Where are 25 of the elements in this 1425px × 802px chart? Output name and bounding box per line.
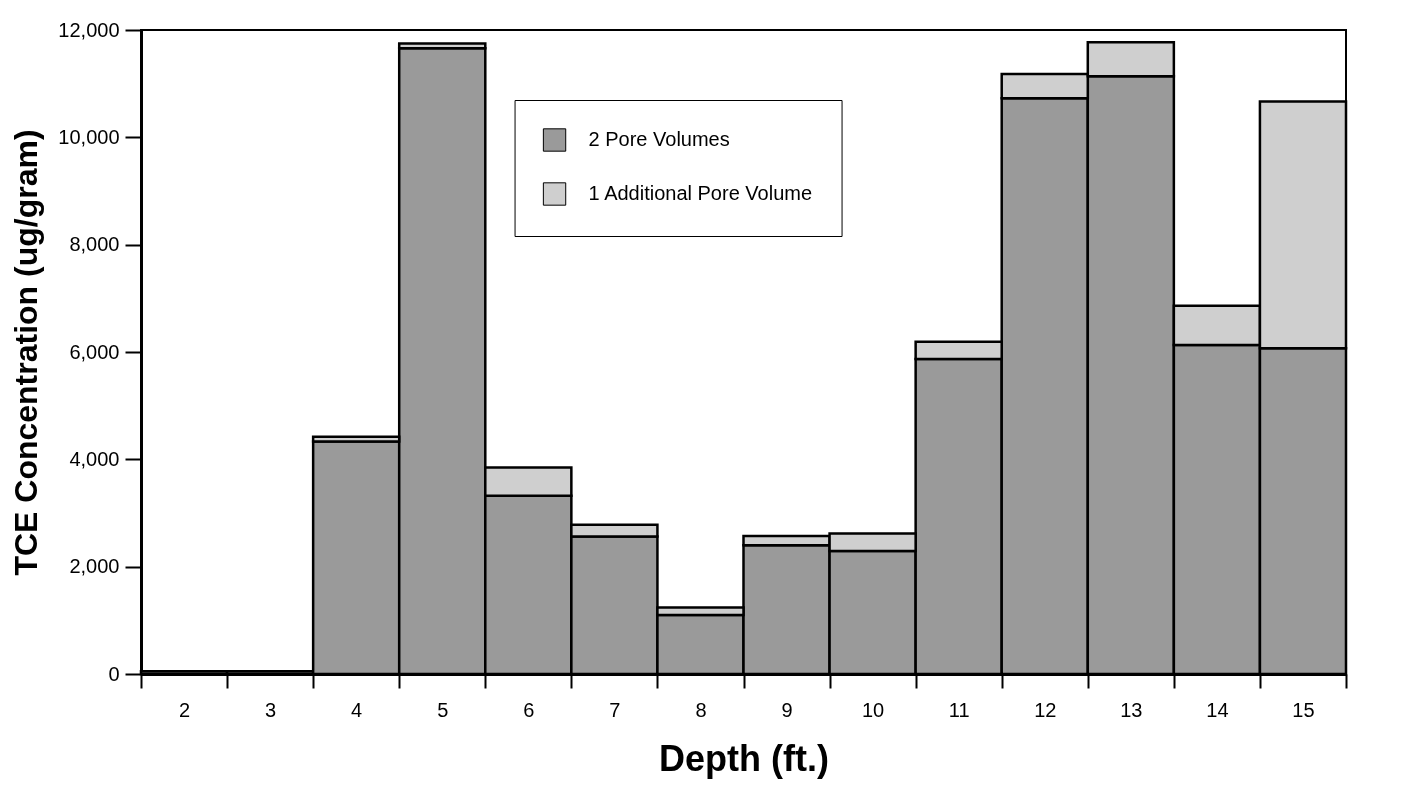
x-tick-label: 7 [609,698,621,721]
y-axis-title: TCE Concentration (ug/gram) [8,129,45,576]
y-tick-label: 8,000 [69,233,120,256]
x-axis-title: Depth (ft.) [659,737,829,779]
y-tick-label: 12,000 [58,18,120,41]
x-tick-label: 2 [178,698,191,721]
x-tick-label: 6 [523,698,535,721]
x-tick-label: 14 [1206,698,1229,721]
x-tick-label: 9 [781,698,793,721]
legend-label: 1 Additional Pore Volume [588,182,813,204]
x-tick-label: 15 [1292,698,1315,721]
y-tick-label: 6,000 [69,340,120,363]
x-tick-label: 5 [437,698,449,721]
y-tick-label: 10,000 [58,125,120,148]
x-tick-label: 13 [1120,698,1143,721]
y-tick-label: 0 [108,662,120,685]
x-tick-label: 10 [861,698,885,721]
x-tick-label: 8 [695,698,707,721]
x-tick-label: 4 [351,698,363,721]
legend-label: 2 Pore Volumes [588,128,730,150]
x-tick-label: 12 [1034,698,1057,721]
y-tick-label: 2,000 [69,555,120,578]
x-tick-label: 11 [948,698,970,721]
y-tick-label: 4,000 [69,447,120,470]
x-tick-label: 3 [265,698,277,721]
